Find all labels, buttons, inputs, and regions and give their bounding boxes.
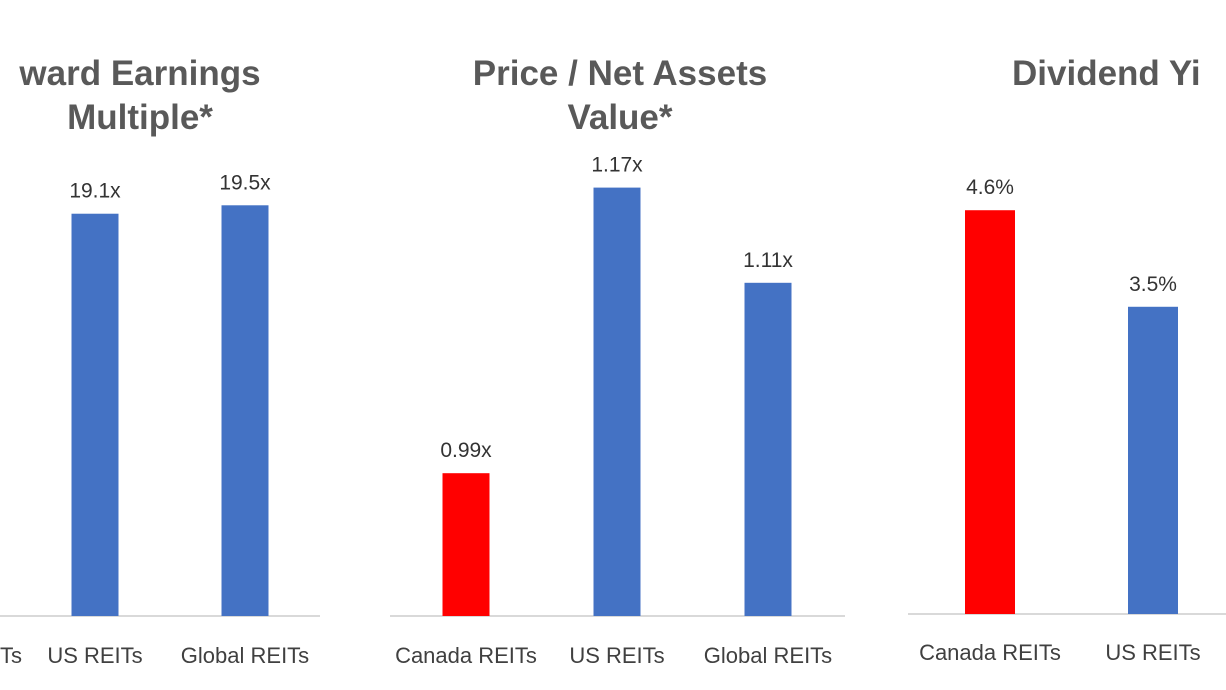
chart-title-dividend-yield: Dividend Yi <box>1012 52 1226 96</box>
tick-label-us-reits: US REITs <box>569 643 664 668</box>
chart-title-price-nav: Price / Net Assets Value* <box>440 52 800 140</box>
title-line-1: ward Earnings <box>19 54 261 93</box>
tick-label-global-reits: Global REITs <box>704 643 832 668</box>
bar-canada-reits <box>442 473 490 616</box>
chart-title-forward-earnings: ward Earnings Multiple* <box>0 52 300 140</box>
data-label-canada-reits: 0.99x <box>440 439 492 462</box>
tick-label-us-reits: US REITs <box>47 643 142 668</box>
data-label-us-reits: 3.5% <box>1129 273 1177 296</box>
data-label-us-reits: 1.17x <box>591 154 643 177</box>
tick-label-us-reits: US REITs <box>1105 640 1200 665</box>
bar-global-reits <box>221 205 269 616</box>
data-label-us-reits: 19.1x <box>69 180 121 203</box>
data-label-global-reits: 19.5x <box>219 171 271 194</box>
tick-label-global-reits: Global REITs <box>181 643 309 668</box>
title-line-1: Dividend Yi <box>1012 54 1201 93</box>
title-line-1: Price / Net Assets <box>472 54 768 93</box>
data-label-canada-reits: 4.6% <box>966 176 1014 199</box>
bar-us-reits <box>593 187 641 616</box>
bar-global-reits <box>744 282 792 616</box>
tick-label-canada-reits: Canada REITs <box>395 643 537 668</box>
bar-canada-reits <box>965 210 1015 614</box>
title-line-2: Value* <box>567 98 673 137</box>
tick-label-canada-reits: Canada REITs <box>919 640 1061 665</box>
data-label-global-reits: 1.11x <box>743 249 793 272</box>
tick-label-canada-reits: Ts <box>0 643 22 668</box>
bar-us-reits <box>71 213 119 617</box>
bar-us-reits <box>1128 306 1178 614</box>
title-line-2: Multiple* <box>67 98 213 137</box>
